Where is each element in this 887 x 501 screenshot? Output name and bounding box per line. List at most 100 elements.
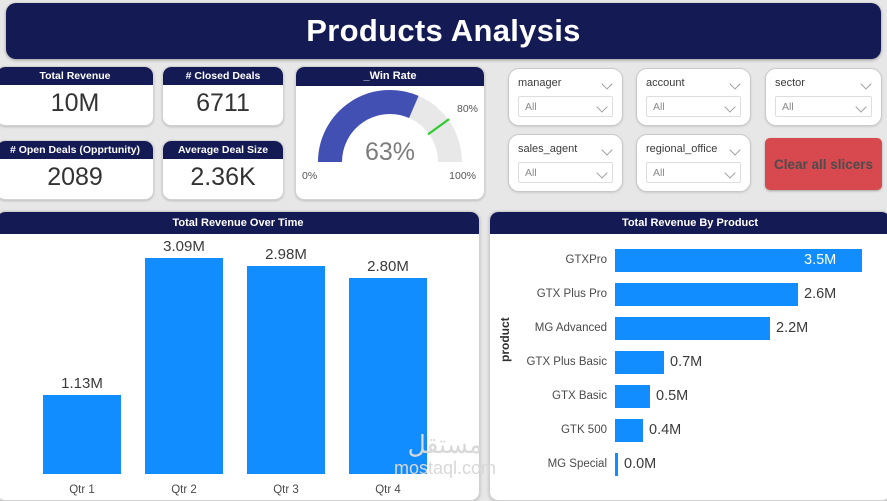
column-category-label: Qtr 2 [171,484,197,496]
bar-row[interactable]: GTXPro 3.5M [490,243,887,277]
column-bar[interactable] [145,258,223,474]
bar-category-label: GTX Plus Basic [526,356,607,368]
bar-row[interactable]: GTX Basic 0.5M [490,379,887,413]
gauge-target-label: 80% [456,103,478,115]
bar-category-label: MG Special [547,458,607,470]
column-bar[interactable] [349,278,427,474]
column-value-label: 2.80M [367,258,409,275]
column-item[interactable]: 2.80M Qtr 4 [349,258,427,496]
slicer-manager-header[interactable]: manager [518,75,613,91]
bar-category-label: GTXPro [565,254,607,266]
column-item[interactable]: 1.13M Qtr 1 [43,375,121,496]
chevron-down-icon[interactable] [861,80,872,87]
bar-row[interactable]: MG Advanced 2.2M [490,311,887,345]
slicer-sales-agent-dropdown[interactable]: All [518,162,613,183]
page-title-banner: Products Analysis [6,3,881,59]
bar-fill[interactable] [615,418,643,442]
slicer-regional-office[interactable]: regional_office All [636,134,751,192]
bar-category-label: MG Advanced [534,322,607,334]
chevron-down-icon[interactable] [725,169,736,176]
slicer-sector[interactable]: sector All [765,68,882,126]
chart-title-total-revenue-over-time: Total Revenue Over Time [0,212,479,234]
column-bar[interactable] [247,266,325,474]
gauge-body: 63% 0% 100% 80% [296,86,484,197]
bar-row[interactable]: GTX Plus Basic 0.7M [490,345,887,379]
bar-category-label: GTX Basic [552,390,607,402]
kpi-label-closed-deals: # Closed Deals [163,67,283,85]
kpi-card-total-revenue: Total Revenue 10M [0,66,154,126]
column-value-label: 2.98M [265,246,307,263]
column-bar[interactable] [43,395,121,474]
slicer-sector-header[interactable]: sector [775,75,872,91]
chart-panel-total-revenue-by-product: Total Revenue By Product product GTXPro 3… [489,211,887,501]
bar-fill[interactable] [615,282,798,306]
bar-fill[interactable] [615,384,650,408]
chevron-down-icon[interactable] [730,80,741,87]
slicer-manager[interactable]: manager All [508,68,623,126]
bar-category-label: GTK 500 [560,424,607,436]
slicer-regional-office-header[interactable]: regional_office [646,141,741,157]
kpi-card-average-deal-size: Average Deal Size 2.36K [162,140,284,200]
chevron-down-icon[interactable] [725,103,736,110]
column-chart-plot-area: 1.13M Qtr 1 3.09M Qtr 2 2.98M Qtr 3 2.80M Qtr 4 [0,234,479,500]
column-category-label: Qtr 4 [375,484,401,496]
chevron-down-icon[interactable] [730,146,741,153]
slicer-sector-dropdown[interactable]: All [775,96,872,117]
gauge-value: 63% [364,138,416,166]
bar-value-label: 0.0M [624,456,657,472]
slicer-sector-label: sector [775,77,805,89]
kpi-label-average-deal-size: Average Deal Size [163,141,283,159]
bar-value-label: 2.6M [804,286,837,302]
chevron-down-icon[interactable] [602,80,613,87]
slicer-account[interactable]: account All [636,68,751,126]
slicer-manager-label: manager [518,77,562,89]
gauge-title: _Win Rate [296,67,484,86]
kpi-card-closed-deals: # Closed Deals 6711 [162,66,284,126]
chevron-down-icon[interactable] [597,103,608,110]
bar-value-label: 2.2M [776,320,809,336]
column-category-label: Qtr 3 [273,484,299,496]
column-category-label: Qtr 1 [69,484,95,496]
clear-all-slicers-button[interactable]: Clear all slicers [765,138,882,190]
kpi-value-closed-deals: 6711 [196,89,250,117]
gauge-arc [318,90,462,163]
bar-row[interactable]: GTK 500 0.4M [490,413,887,447]
kpi-card-open-deals: # Open Deals (Opprtunity) 2089 [0,140,154,200]
slicer-sales-agent[interactable]: sales_agent All [508,134,623,192]
kpi-value-open-deals: 2089 [47,163,103,191]
column-item[interactable]: 3.09M Qtr 2 [145,238,223,496]
kpi-value-average-deal-size: 2.36K [190,163,256,191]
slicer-account-dropdown[interactable]: All [646,96,741,117]
slicer-account-header[interactable]: account [646,75,741,91]
slicer-account-value: All [653,100,665,113]
chevron-down-icon[interactable] [602,146,613,153]
bar-row[interactable]: MG Special 0.0M [490,447,887,481]
slicer-account-label: account [646,77,685,89]
column-value-label: 1.13M [61,375,103,392]
bar-fill[interactable] [615,350,664,374]
chart-panel-total-revenue-over-time: Total Revenue Over Time 1.13M Qtr 1 3.09M Q… [0,211,480,501]
slicer-sales-agent-value: All [525,166,537,179]
kpi-label-total-revenue: Total Revenue [0,67,153,85]
slicer-sales-agent-header[interactable]: sales_agent [518,141,613,157]
bar-fill[interactable] [615,316,770,340]
slicer-regional-office-dropdown[interactable]: All [646,162,741,183]
gauge-panel-win-rate: _Win Rate 63% 0% 100% 80% [295,66,485,200]
bar-row[interactable]: GTX Plus Pro 2.6M [490,277,887,311]
column-item[interactable]: 2.98M Qtr 3 [247,246,325,496]
kpi-value-total-revenue: 10M [50,89,100,117]
kpi-label-open-deals: # Open Deals (Opprtunity) [0,141,153,159]
gauge-max-label: 100% [449,170,476,182]
chevron-down-icon[interactable] [856,103,867,110]
slicer-sales-agent-label: sales_agent [518,143,578,155]
bar-fill[interactable] [615,452,618,476]
chevron-down-icon[interactable] [597,169,608,176]
slicer-sector-value: All [782,100,794,113]
gauge-min-label: 0% [302,170,318,182]
bar-chart-plot-area: product GTXPro 3.5M GTX Plus Pro 2.6M MG Adv… [490,234,887,500]
bar-value-label: 0.4M [649,422,682,438]
slicer-manager-dropdown[interactable]: All [518,96,613,117]
bar-value-label: 0.7M [670,354,703,370]
bar-fill[interactable] [615,248,862,272]
